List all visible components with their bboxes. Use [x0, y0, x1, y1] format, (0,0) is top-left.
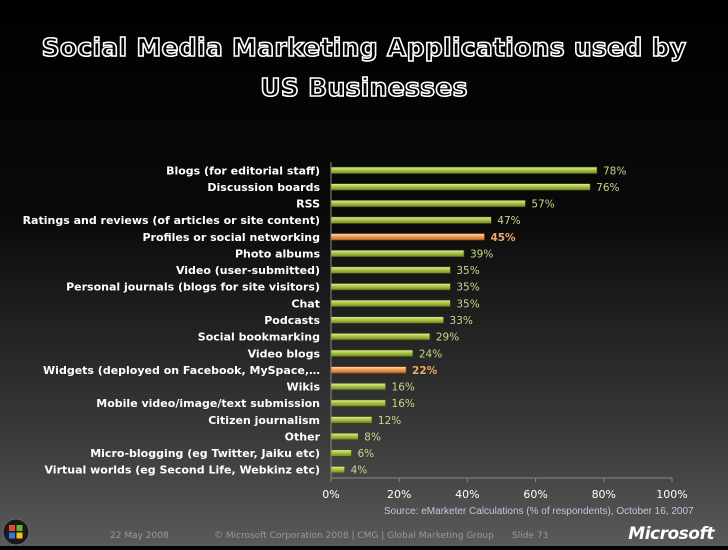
source-note: Source: eMarketer Calculations (% of res…	[384, 506, 694, 517]
value-label-0: 78%	[603, 165, 626, 177]
bar-0	[330, 166, 598, 174]
bar-13	[330, 382, 386, 391]
bar-18	[330, 466, 345, 474]
category-label-13: Wikis	[286, 381, 320, 394]
category-label-14: Mobile video/image/text submission	[96, 397, 320, 410]
category-label-0: Blogs (for editorial staff)	[166, 164, 320, 177]
value-label-11: 24%	[419, 348, 442, 360]
category-label-11: Video blogs	[248, 347, 321, 360]
value-label-17: 6%	[357, 448, 374, 460]
category-label-3: Ratings and reviews (of articles or site…	[23, 214, 320, 227]
x-tick-label-5: 100%	[656, 488, 687, 501]
value-label-18: 4%	[351, 465, 368, 477]
category-label-16: Other	[285, 430, 321, 443]
value-label-14: 16%	[392, 398, 415, 410]
value-label-8: 35%	[456, 298, 479, 310]
bar-5	[330, 249, 465, 258]
category-label-2: RSS	[296, 198, 320, 211]
category-label-12: Widgets (deployed on Facebook, MySpace,…	[43, 364, 320, 377]
value-label-9: 33%	[450, 315, 473, 327]
value-label-3: 47%	[497, 215, 520, 227]
footer-slide-number: Slide 73	[512, 531, 549, 541]
bar-7	[330, 283, 451, 291]
bar-9	[330, 316, 444, 324]
bar-10	[330, 333, 431, 341]
x-tick-label-1: 20%	[387, 488, 411, 501]
category-label-8: Chat	[291, 297, 320, 310]
slide-footer: 22 May 2008 © Microsoft Corporation 2008…	[0, 528, 728, 546]
value-label-7: 35%	[456, 282, 479, 294]
x-tick-label-2: 40%	[455, 488, 479, 501]
value-label-16: 8%	[364, 431, 381, 443]
category-label-10: Social bookmarking	[198, 331, 320, 344]
bar-14	[330, 399, 386, 407]
value-label-13: 16%	[392, 382, 415, 394]
x-tick-label-0: 0%	[322, 488, 339, 501]
bar-11	[330, 349, 414, 357]
bar-4	[330, 233, 485, 241]
value-label-4: 45%	[490, 232, 516, 244]
value-label-2: 57%	[531, 199, 554, 211]
category-label-17: Micro-blogging (eg Twitter, Jaiku etc)	[90, 447, 320, 460]
category-label-4: Profiles or social networking	[142, 231, 320, 244]
bar-17	[330, 449, 352, 457]
category-label-7: Personal journals (blogs for site visito…	[66, 281, 320, 294]
bar-3	[330, 216, 492, 224]
category-label-1: Discussion boards	[207, 181, 320, 194]
bar-1	[330, 183, 591, 191]
value-label-1: 76%	[596, 182, 619, 194]
footer-copyright: © Microsoft Corporation 2008 | CMG | Glo…	[214, 531, 494, 541]
category-label-15: Citizen journalism	[208, 414, 320, 427]
bar-16	[330, 432, 359, 440]
x-tick-label-3: 60%	[523, 488, 547, 501]
bar-12	[330, 366, 407, 374]
value-label-5: 39%	[470, 248, 493, 260]
windows-logo-icon	[2, 518, 30, 546]
value-label-15: 12%	[378, 415, 401, 427]
x-tick-label-4: 80%	[592, 488, 616, 501]
category-label-5: Photo albums	[235, 247, 320, 260]
footer-date: 22 May 2008	[110, 531, 169, 541]
bar-2	[330, 200, 526, 208]
bar-6	[330, 266, 451, 274]
value-label-10: 29%	[436, 332, 459, 344]
value-label-6: 35%	[456, 265, 479, 277]
title-line-2: US Businesses	[259, 72, 468, 103]
title-line-1: Social Media Marketing Applications used…	[41, 32, 687, 63]
microsoft-logo: Microsoft	[628, 524, 714, 544]
category-label-6: Video (user-submitted)	[176, 264, 320, 277]
bar-15	[330, 416, 373, 424]
bar-8	[330, 299, 451, 307]
slide-title: Social Media Marketing Applications used…	[0, 28, 728, 108]
category-label-18: Virtual worlds (eg Second Life, Webkinz …	[44, 464, 320, 477]
category-label-9: Podcasts	[264, 314, 320, 327]
value-label-12: 22%	[412, 365, 438, 377]
